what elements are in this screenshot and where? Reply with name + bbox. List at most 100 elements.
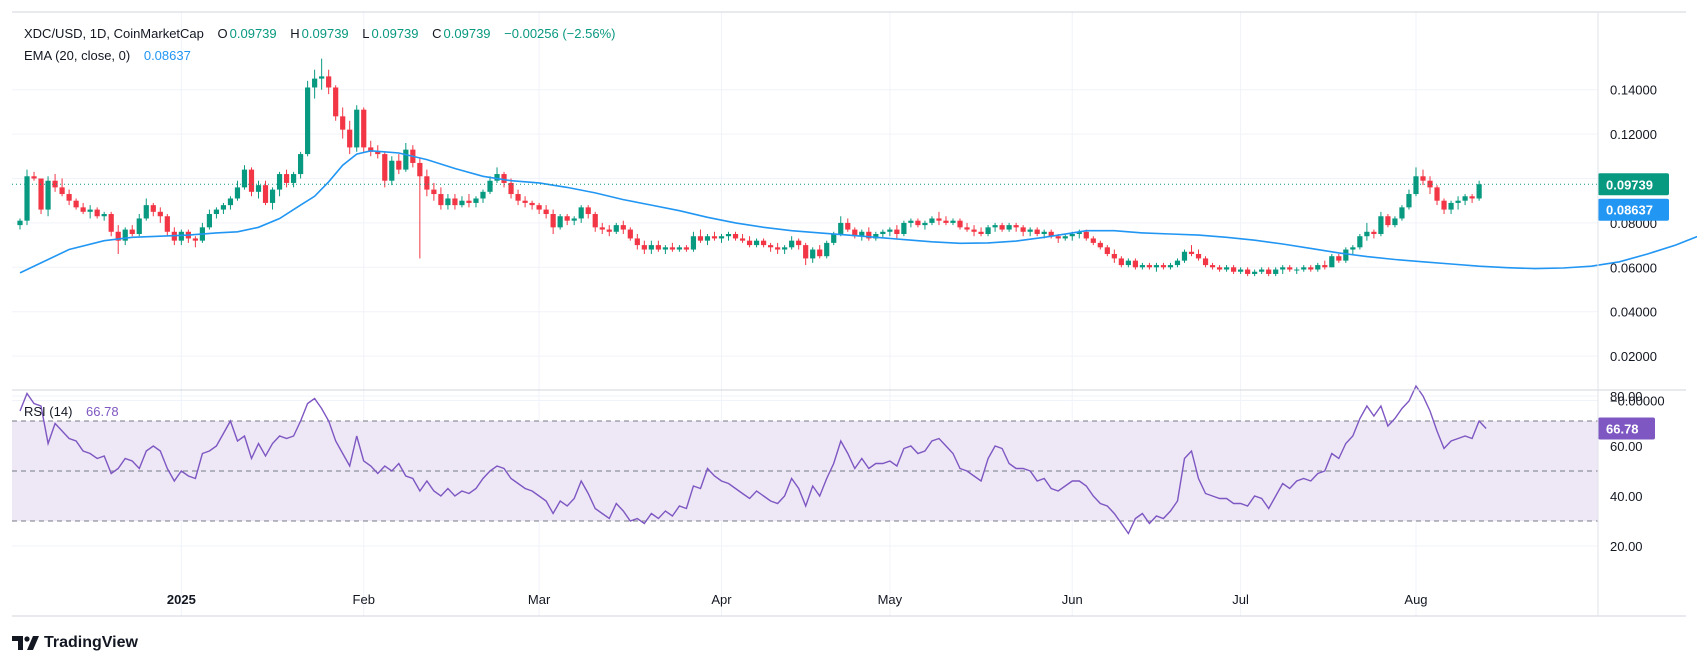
candle-body[interactable] — [213, 209, 220, 215]
candle-body[interactable] — [669, 247, 675, 250]
rsi-line[interactable] — [19, 384, 1487, 535]
candle-body[interactable] — [957, 220, 963, 228]
candle-body[interactable] — [999, 225, 1005, 230]
candle-body[interactable] — [768, 245, 774, 248]
candle-body[interactable] — [298, 154, 304, 175]
candle-body[interactable] — [936, 218, 942, 221]
candle-body[interactable] — [789, 240, 795, 248]
candle-body[interactable] — [17, 220, 23, 226]
candle-body[interactable] — [1069, 234, 1075, 237]
candle-body[interactable] — [1153, 265, 1160, 268]
candle-body[interactable] — [1259, 269, 1265, 272]
candle-body[interactable] — [690, 236, 697, 250]
candle-body[interactable] — [543, 209, 549, 215]
candle-body[interactable] — [866, 231, 872, 239]
candle-body[interactable] — [1266, 269, 1272, 274]
candle-body[interactable] — [718, 236, 725, 239]
candle-body[interactable] — [389, 160, 395, 181]
candle-body[interactable] — [922, 222, 928, 226]
candle-body[interactable] — [1392, 218, 1398, 226]
candle-body[interactable] — [1434, 187, 1440, 201]
candle-body[interactable] — [1104, 247, 1110, 254]
candle-body[interactable] — [1280, 267, 1286, 270]
candle-body[interactable] — [641, 245, 647, 250]
candle-body[interactable] — [1441, 200, 1447, 210]
candle-body[interactable] — [508, 182, 514, 195]
candle-body[interactable] — [354, 109, 360, 148]
candle-body[interactable] — [1223, 267, 1230, 270]
candle-body[interactable] — [1048, 231, 1054, 237]
candle-body[interactable] — [515, 194, 521, 201]
candle-body[interactable] — [620, 225, 626, 230]
rsi-label[interactable]: RSI (14) — [24, 404, 73, 419]
candle-body[interactable] — [494, 174, 500, 181]
candle-body[interactable] — [662, 247, 668, 250]
candle-body[interactable] — [326, 76, 332, 88]
candle-body[interactable] — [1462, 196, 1468, 201]
candle-body[interactable] — [319, 76, 325, 79]
candle-body[interactable] — [24, 176, 30, 221]
candle-body[interactable] — [312, 78, 318, 88]
candle-body[interactable] — [501, 174, 507, 183]
candle-body[interactable] — [824, 242, 830, 257]
candle-body[interactable] — [971, 229, 977, 232]
candle-body[interactable] — [655, 245, 661, 250]
candle-body[interactable] — [1287, 267, 1293, 270]
candle-body[interactable] — [1027, 229, 1033, 232]
candle-body[interactable] — [838, 222, 844, 234]
candle-body[interactable] — [1230, 267, 1237, 272]
candle-body[interactable] — [1146, 265, 1153, 268]
candle-body[interactable] — [276, 174, 283, 190]
candle-body[interactable] — [522, 200, 528, 203]
candle-body[interactable] — [1034, 229, 1040, 234]
candle-body[interactable] — [831, 234, 837, 243]
candle-body[interactable] — [108, 214, 114, 232]
candle-body[interactable] — [711, 236, 718, 239]
candle-body[interactable] — [31, 176, 37, 179]
candle-body[interactable] — [1364, 231, 1370, 237]
candle-body[interactable] — [739, 238, 746, 241]
candle-body[interactable] — [1181, 251, 1188, 261]
candle-body[interactable] — [262, 185, 269, 203]
candle-body[interactable] — [1202, 258, 1209, 266]
candle-body[interactable] — [929, 218, 935, 223]
candle-body[interactable] — [1469, 196, 1475, 199]
candle-body[interactable] — [122, 229, 128, 241]
candle-body[interactable] — [227, 198, 234, 206]
candle-body[interactable] — [431, 189, 437, 195]
candle-body[interactable] — [1125, 260, 1131, 266]
candle-body[interactable] — [248, 169, 255, 192]
candle-body[interactable] — [1476, 184, 1482, 199]
candle-body[interactable] — [1174, 260, 1181, 266]
candle-body[interactable] — [1097, 242, 1103, 248]
candle-body[interactable] — [578, 207, 584, 219]
candle-body[interactable] — [550, 214, 556, 228]
candle-body[interactable] — [1139, 265, 1145, 268]
candle-body[interactable] — [375, 151, 381, 155]
candle-body[interactable] — [445, 198, 451, 206]
candle-body[interactable] — [599, 227, 605, 230]
candle-body[interactable] — [178, 231, 184, 241]
candle-body[interactable] — [403, 149, 409, 170]
candle-body[interactable] — [950, 220, 956, 223]
candle-body[interactable] — [1209, 265, 1216, 268]
candle-body[interactable] — [129, 229, 135, 234]
candle-body[interactable] — [1238, 269, 1244, 272]
candle-body[interactable] — [796, 240, 802, 246]
candle-body[interactable] — [1118, 258, 1124, 266]
candle-body[interactable] — [45, 180, 51, 210]
rsi-legend[interactable]: RSI (14) 66.78 — [24, 404, 121, 419]
candle-body[interactable] — [52, 180, 58, 188]
candle-body[interactable] — [782, 247, 788, 250]
candle-body[interactable] — [157, 211, 163, 217]
ema-legend[interactable]: EMA (20, close, 0) 0.08637 — [24, 48, 193, 63]
candle-body[interactable] — [1252, 271, 1258, 274]
candle-body[interactable] — [283, 174, 290, 183]
candle-body[interactable] — [396, 160, 402, 170]
candle-body[interactable] — [115, 231, 121, 241]
candle-body[interactable] — [810, 249, 816, 259]
candle-body[interactable] — [1111, 253, 1117, 259]
candle-body[interactable] — [943, 220, 949, 223]
ema-line[interactable] — [19, 149, 1697, 274]
